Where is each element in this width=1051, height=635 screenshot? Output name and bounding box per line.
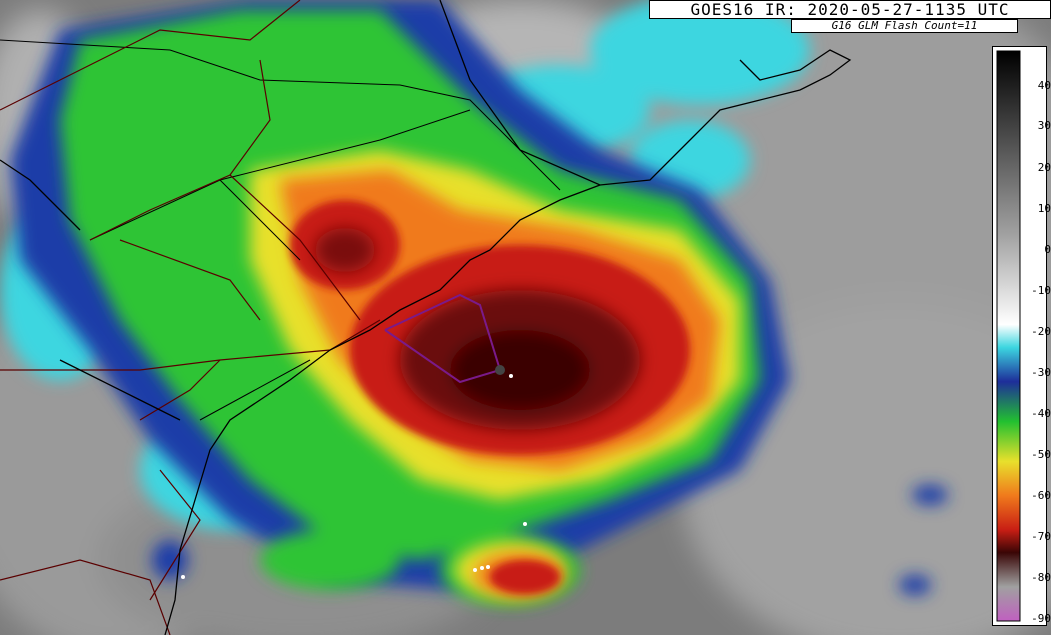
image-title: GOES16 IR: 2020-05-27-1135 UTC: [649, 0, 1051, 19]
colorbar-tick: 30: [1037, 119, 1051, 132]
colorbar-tick: -20: [1031, 325, 1051, 338]
lightning-flash: [523, 522, 527, 526]
coastline: [0, 0, 852, 635]
lightning-flash: [473, 568, 477, 572]
colorbar-tick: 10: [1037, 202, 1051, 215]
colorbar-tick: 40: [1037, 79, 1051, 92]
colorbar-tick: -80: [1031, 571, 1051, 584]
colorbar-tick: -70: [1031, 530, 1051, 543]
lightning-flash: [181, 575, 185, 579]
colorbar: [996, 50, 1021, 622]
colorbar-tick: -30: [1031, 366, 1051, 379]
storm-core: [315, 228, 640, 430]
colorbar-tick: 20: [1037, 161, 1051, 174]
colorbar-panel: [992, 46, 1047, 626]
highways: [0, 0, 381, 635]
colorbar-tick: -90: [1031, 612, 1051, 625]
colorbar-tick: -10: [1031, 284, 1051, 297]
lightning-flash: [480, 566, 484, 570]
flash-count-label: G16 GLM Flash Count=11: [791, 19, 1018, 33]
lightning-flash: [509, 374, 513, 378]
lightning-flash: [486, 565, 490, 569]
storm-center: [495, 365, 505, 375]
colorbar-tick: -40: [1031, 407, 1051, 420]
colorbar-tick: -50: [1031, 448, 1051, 461]
colorbar-tick-labels: 40 30 20 10 0 -10 -20 -30 -40 -50 -60 -7…: [1027, 60, 1051, 630]
colorbar-tick: 0: [1044, 243, 1051, 256]
storm-track: [384, 293, 502, 384]
colorbar-tick: -60: [1031, 489, 1051, 502]
